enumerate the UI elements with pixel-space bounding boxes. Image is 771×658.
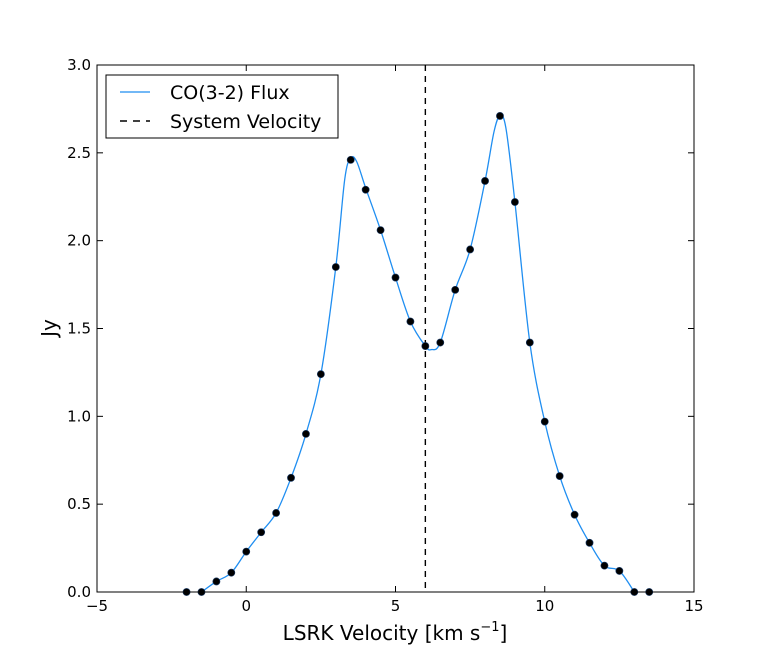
data-point xyxy=(302,429,310,438)
data-point xyxy=(391,273,400,282)
x-tick-label: 15 xyxy=(684,597,703,615)
data-point xyxy=(287,473,295,482)
data-point xyxy=(406,317,415,326)
data-point xyxy=(227,568,236,577)
data-point xyxy=(615,567,624,575)
data-point xyxy=(466,245,475,254)
legend: CO(3-2) Flux System Velocity xyxy=(105,74,339,139)
y-tick-label: 1.5 xyxy=(67,320,91,338)
y-tick-label: 3.0 xyxy=(67,56,91,74)
data-point xyxy=(376,226,385,235)
data-point xyxy=(525,338,534,347)
y-tick-label: 1.0 xyxy=(67,407,91,425)
data-point xyxy=(242,547,251,556)
y-tick-label: 0.5 xyxy=(67,495,91,513)
plot-area xyxy=(182,65,654,596)
data-point xyxy=(496,112,504,120)
data-point xyxy=(555,472,564,480)
x-axis-label-end: ] xyxy=(500,621,508,645)
x-axis-label: LSRK Velocity [km s−1] xyxy=(283,620,508,645)
x-tick-label: 5 xyxy=(391,597,401,615)
x-tick-label: 0 xyxy=(241,597,251,615)
data-point xyxy=(346,155,355,164)
x-tick-label: −5 xyxy=(86,597,108,615)
data-point xyxy=(361,185,370,194)
data-point xyxy=(570,510,579,519)
data-point xyxy=(316,370,325,379)
axis-ticks: −5 0 5 10 15 0.0 0.5 1.0 1.5 2.0 2.5 3.0 xyxy=(67,56,703,615)
data-point xyxy=(540,417,549,426)
data-point xyxy=(212,577,221,586)
data-point xyxy=(585,538,594,547)
data-point xyxy=(257,528,266,537)
data-point xyxy=(511,198,519,206)
y-tick-label: 2.0 xyxy=(67,232,91,250)
data-point xyxy=(451,285,460,294)
y-tick-label: 0.0 xyxy=(67,583,91,601)
y-axis-label: Jy xyxy=(37,319,61,339)
x-axis-label-sup: −1 xyxy=(480,620,499,635)
data-point xyxy=(331,263,340,271)
y-tick-label: 2.5 xyxy=(67,144,91,162)
x-axis-label-main: LSRK Velocity [km s xyxy=(283,621,481,645)
data-point xyxy=(600,561,609,570)
data-point xyxy=(481,177,489,185)
legend-box xyxy=(105,74,339,139)
data-point xyxy=(436,338,445,347)
data-point xyxy=(272,509,280,517)
data-point xyxy=(421,342,430,350)
legend-label-co-flux: CO(3-2) Flux xyxy=(170,82,290,104)
legend-label-system-velocity: System Velocity xyxy=(170,111,321,133)
x-tick-label: 10 xyxy=(535,597,554,615)
